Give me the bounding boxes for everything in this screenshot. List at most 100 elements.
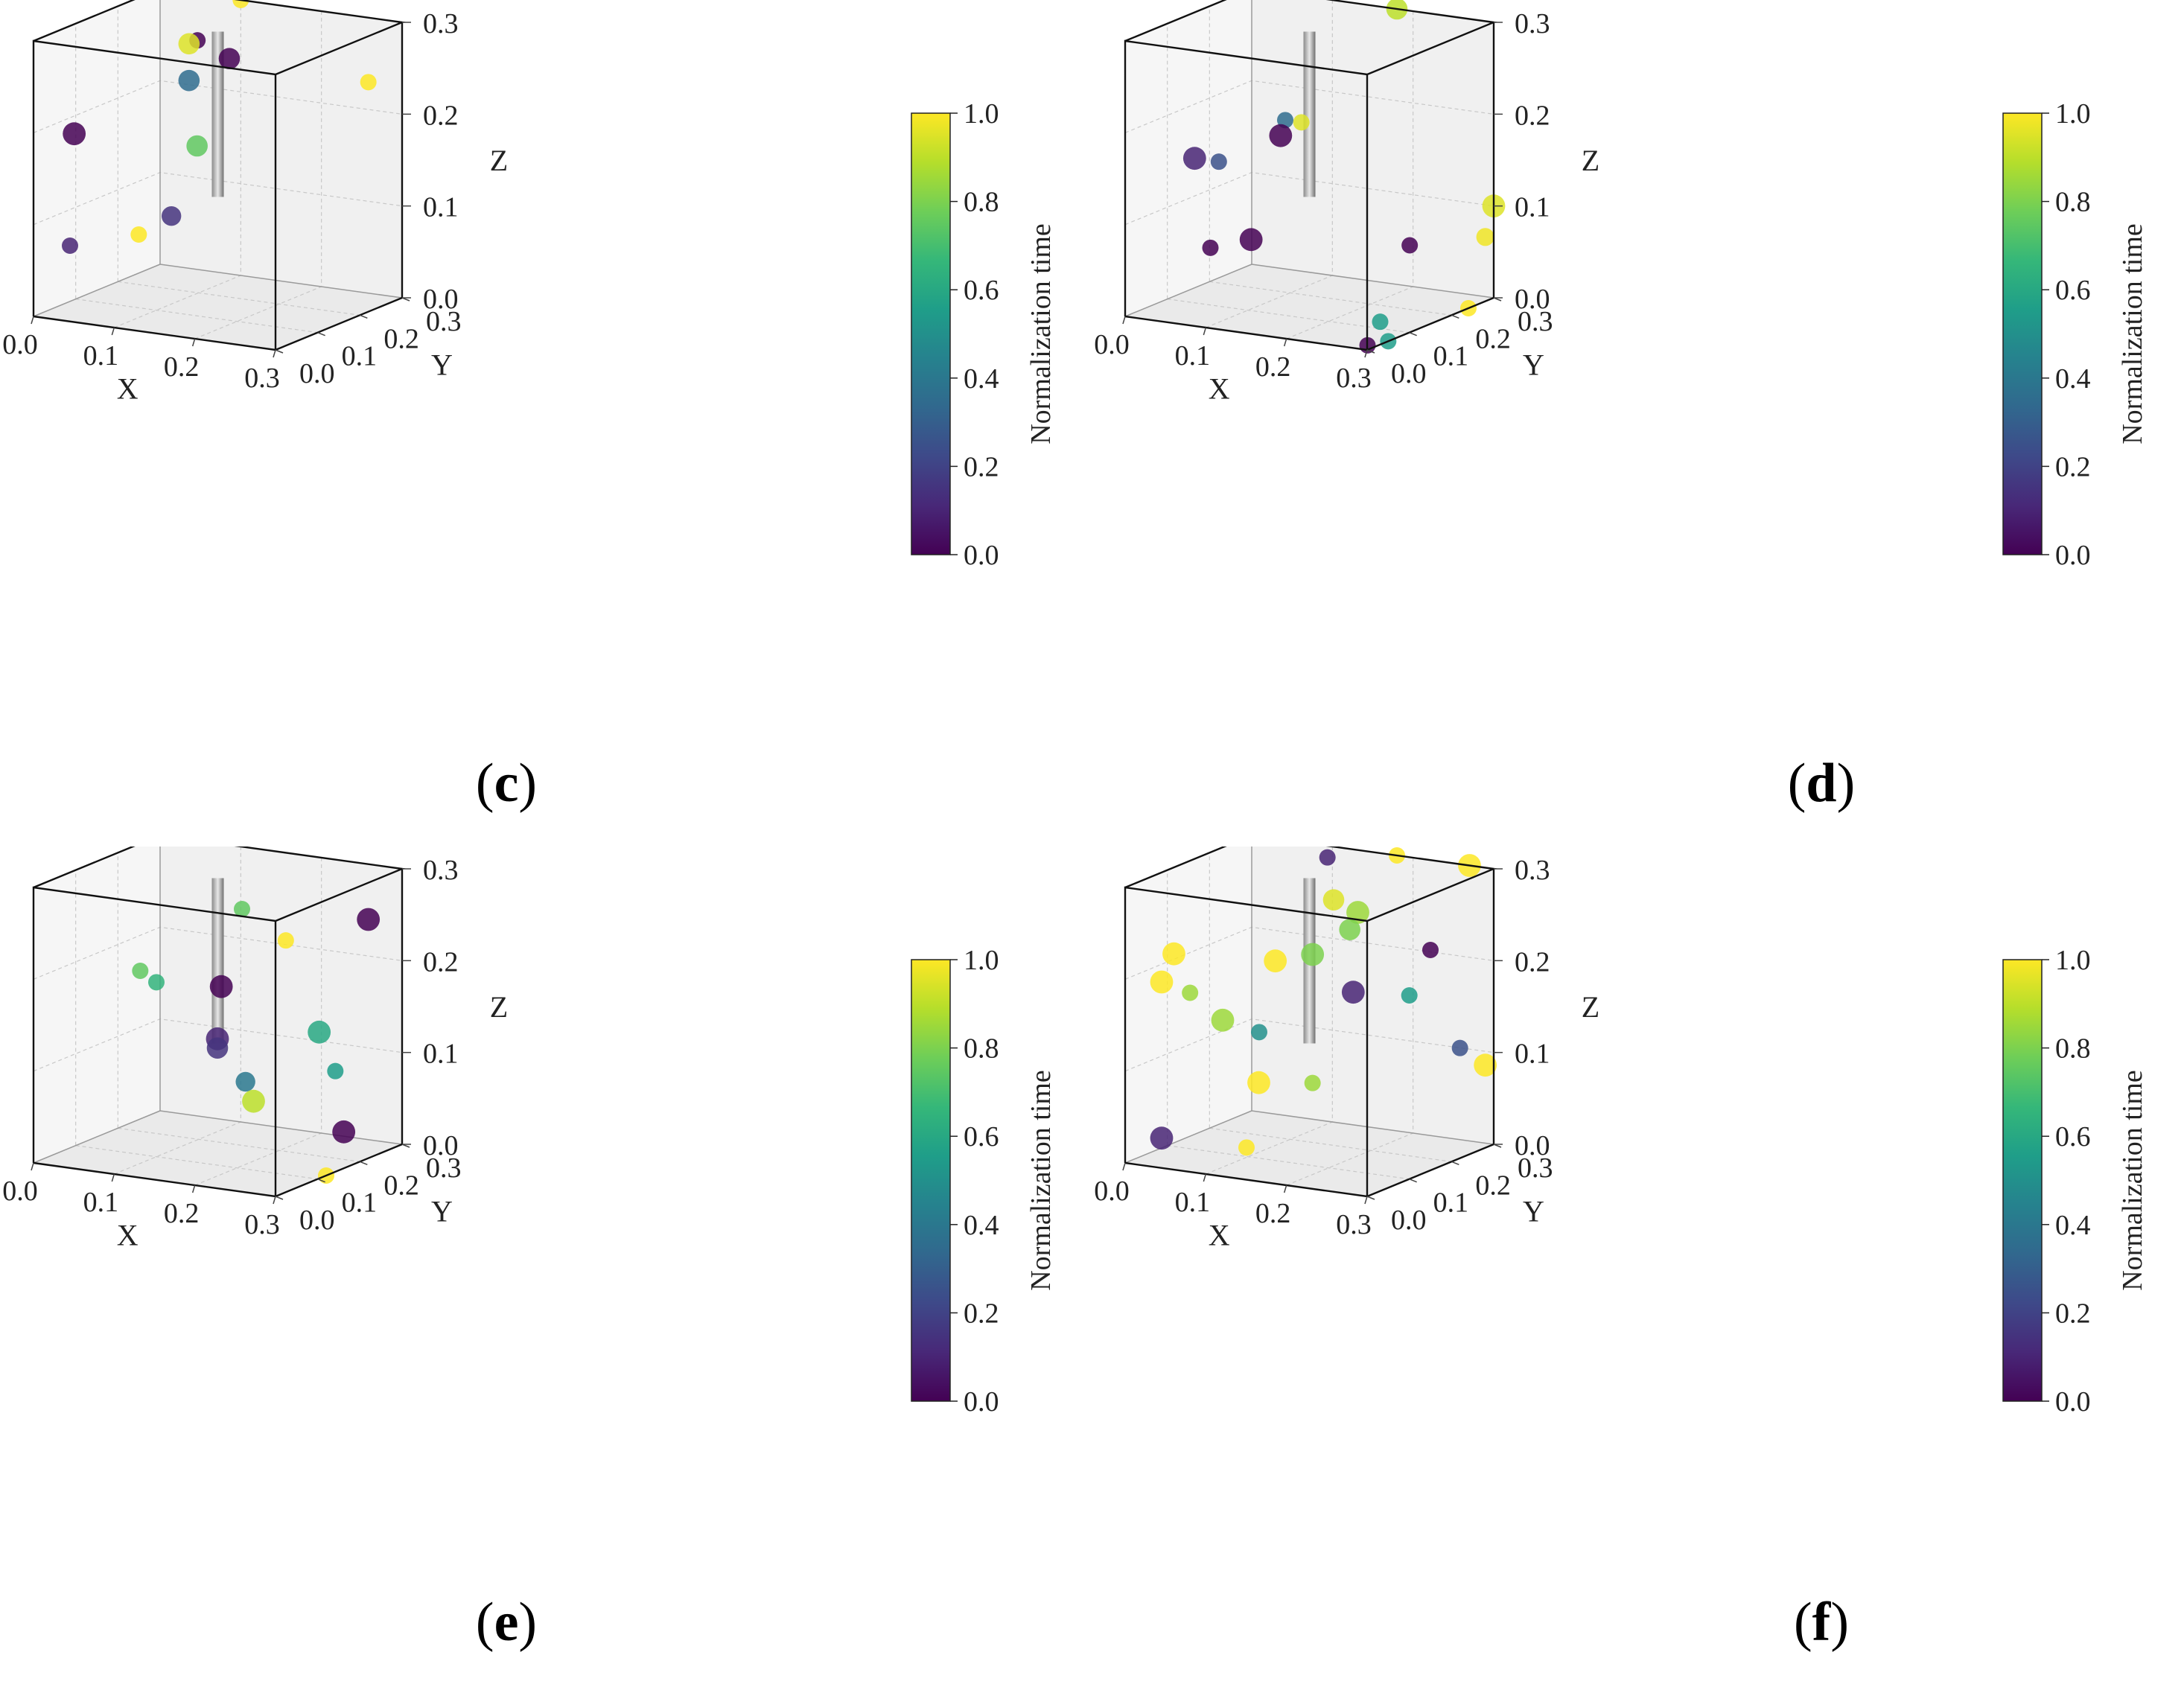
x-axis-label: X — [1209, 372, 1230, 405]
left-pane — [1125, 846, 1252, 1163]
back-edge — [33, 264, 161, 317]
colorbar-label: Normalization time — [2117, 1070, 2148, 1291]
z-tick-label: 0.2 — [1515, 100, 1550, 131]
chart-svg-c: 0.0 0.1 0.2 0.3X 0.00.10.20.3Y0.00.10.20.3Z0… — [2, 0, 1057, 571]
data-point — [357, 908, 381, 931]
y-tick-mark — [275, 1196, 284, 1200]
colorbar-tick-label: 0.4 — [2055, 1210, 2091, 1241]
colorbar-label: Normalization time — [1025, 1070, 1057, 1291]
data-point — [1319, 849, 1336, 866]
colorbar-tick-label: 0.6 — [2055, 1121, 2091, 1152]
front-edge — [32, 846, 406, 1163]
y-tick-label: 0.1 — [1433, 1187, 1469, 1219]
colorbar-tick-label: 1.0 — [2055, 98, 2091, 130]
rod — [1303, 31, 1316, 197]
colorbar-tick-label: 0.6 — [964, 275, 999, 306]
y-tick-label: 0.3 — [426, 306, 462, 337]
colorbar-tick-label: 0.0 — [964, 540, 999, 571]
left-pane — [34, 0, 160, 316]
colorbar-tick-label: 0.4 — [964, 1210, 999, 1241]
colorbar-tick-label: 0.4 — [2055, 363, 2091, 395]
x-tick-mark — [1364, 1196, 1368, 1205]
back-edge — [1251, 1110, 1494, 1145]
data-point — [1401, 987, 1418, 1004]
back-pane — [160, 846, 402, 1144]
y-tick-mark — [360, 314, 368, 319]
y-tick-label: 0.1 — [1433, 341, 1469, 372]
grid-line — [118, 1127, 360, 1162]
back-edge — [1124, 1110, 1252, 1164]
y-tick-mark — [1366, 349, 1375, 354]
x-tick-mark — [1203, 327, 1207, 336]
x-tick-mark — [273, 349, 276, 358]
data-point — [1251, 1024, 1267, 1041]
x-tick-label: 0.0 — [2, 1176, 38, 1207]
y-tick-label: 0.3 — [1518, 1152, 1553, 1184]
z-tick-label: 0.3 — [1515, 8, 1550, 39]
colorbar-tick-label: 1.0 — [964, 98, 999, 130]
y-tick-label: 0.0 — [1391, 1205, 1427, 1236]
data-point — [1182, 147, 1206, 170]
grid-line — [75, 1145, 318, 1180]
panel-label-e: (e) — [475, 1592, 538, 1653]
data-point — [1301, 943, 1325, 966]
data-point — [1476, 228, 1494, 246]
z-tick-label: 0.1 — [1515, 192, 1550, 223]
y-axis-label: Y — [431, 1195, 453, 1228]
y-tick-mark — [317, 331, 325, 337]
colorbar-tick-label: 0.8 — [2055, 187, 2091, 218]
panel-label-c: (c) — [475, 753, 538, 814]
data-point — [327, 1062, 344, 1080]
data-point — [308, 1020, 331, 1044]
z-axis-label: Z — [1582, 990, 1599, 1024]
z-tick-label: 0.2 — [423, 946, 459, 978]
data-point — [1322, 889, 1345, 911]
colorbar-tick-label: 0.0 — [2055, 540, 2091, 571]
chart-panel-e: 0.0 0.1 0.2 0.3 X 0.0 0.1 0.2 0.3 Y 0.0 0.1 0.2 0.3 Z 0… — [0, 846, 1092, 1693]
panel-label-f: (f) — [1794, 1592, 1849, 1653]
y-tick-label: 0.0 — [299, 1205, 335, 1236]
x-tick-label: 0.1 — [1175, 1187, 1211, 1218]
data-point — [1210, 153, 1227, 170]
data-point — [132, 963, 149, 979]
chart-panel-d: 0.0 0.1 0.2 0.3 X 0.0 0.1 0.2 0.3 Y 0.0 0.1 0.2 0.3 Z 0… — [1092, 0, 2183, 846]
grid-line — [1167, 1145, 1410, 1180]
data-point — [130, 226, 147, 243]
data-point — [277, 932, 294, 949]
x-axis-label: X — [117, 372, 139, 405]
x-tick-mark — [31, 1162, 34, 1171]
data-point — [1401, 237, 1419, 254]
grid-line — [1167, 299, 1410, 334]
chart-svg-e: 0.0 0.1 0.2 0.3X 0.00.10.20.3Y0.00.10.20.3Z0… — [2, 846, 1057, 1418]
x-tick-mark — [191, 1185, 196, 1193]
z-tick-label: 0.3 — [423, 8, 459, 39]
colorbar-label: Normalization time — [1025, 223, 1057, 444]
y-tick-label: 0.1 — [342, 1187, 378, 1219]
colorbar-tick-label: 0.2 — [2055, 1298, 2091, 1329]
data-point — [186, 135, 208, 157]
back-pane — [1252, 846, 1494, 1144]
data-point — [1451, 1039, 1468, 1056]
data-point — [1247, 1071, 1270, 1094]
data-point — [1339, 919, 1360, 940]
y-tick-label: 0.2 — [1475, 1170, 1511, 1201]
x-tick-label: 0.2 — [164, 351, 200, 383]
data-point — [1422, 942, 1439, 958]
data-point — [1211, 1008, 1235, 1032]
data-point — [1293, 114, 1310, 131]
z-axis-label: Z — [1582, 144, 1599, 177]
x-tick-mark — [1203, 1173, 1207, 1182]
front-edge — [32, 0, 406, 316]
data-point — [1202, 239, 1219, 256]
z-tick-label: 0.0 — [423, 1130, 459, 1161]
y-tick-label: 0.1 — [342, 341, 378, 372]
z-tick-label: 0.0 — [423, 284, 459, 315]
colorbar-tick-label: 0.2 — [2055, 451, 2091, 482]
chart-svg-d: 0.0 0.1 0.2 0.3X 0.00.10.20.3Y0.00.10.20.3Z0… — [1094, 0, 2148, 571]
data-point — [148, 974, 165, 991]
data-point — [1238, 1139, 1255, 1156]
y-tick-mark — [1451, 1161, 1459, 1166]
y-tick-mark — [360, 1161, 368, 1166]
data-point — [62, 237, 78, 254]
colorbar-tick-label: 0.2 — [964, 1298, 999, 1329]
